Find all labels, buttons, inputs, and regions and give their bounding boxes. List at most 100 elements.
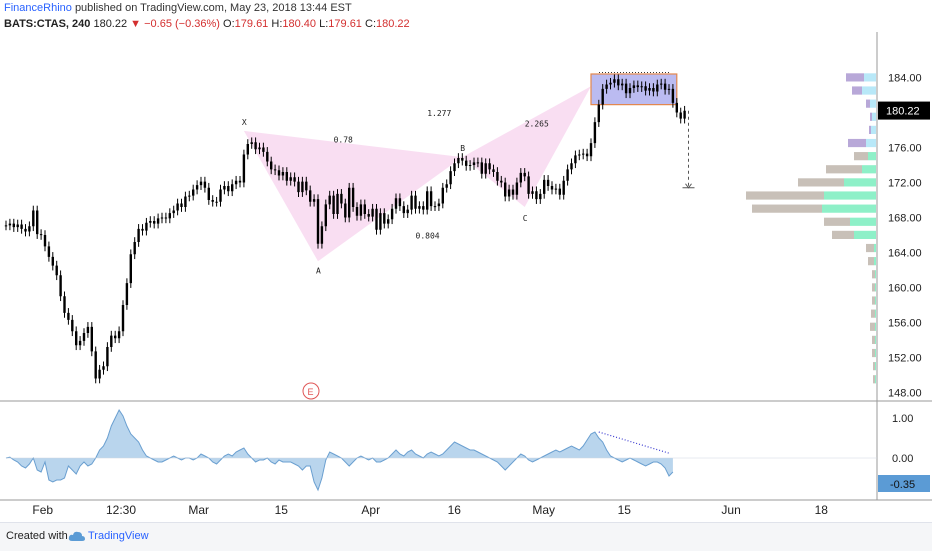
candle-body: [164, 217, 168, 219]
candle-body: [258, 147, 261, 150]
candle-body: [445, 184, 448, 188]
candle-body: [106, 347, 109, 367]
time-tick-label: 15: [618, 503, 632, 517]
candle-body: [78, 340, 82, 346]
volume-profile-down-bar: [798, 178, 844, 187]
candle-body: [558, 188, 561, 195]
close-label: C:: [365, 18, 376, 30]
candle-body: [28, 226, 31, 232]
oscillator-tick-label: 1.00: [892, 413, 913, 425]
candle-body: [227, 186, 230, 192]
candle-body: [546, 179, 550, 186]
high-value: 180.40: [282, 18, 317, 30]
harmonic-ratio-label: 2.265: [525, 120, 549, 129]
publisher-link[interactable]: FinanceRhino: [4, 2, 72, 14]
candle-body: [51, 256, 54, 266]
current-price-badge: [878, 101, 930, 120]
volume-profile-down-bar: [752, 204, 822, 213]
volume-profile-up-bar: [862, 86, 876, 95]
high-label: H:: [271, 18, 283, 30]
candle-body: [359, 204, 363, 216]
candle-body: [250, 142, 253, 144]
volume-profile-up-bar: [822, 204, 876, 213]
candle-body: [43, 235, 47, 247]
harmonic-triangle-bcd: [462, 86, 591, 207]
candle-body: [468, 165, 472, 166]
candle-body: [628, 88, 632, 94]
candle-body: [332, 195, 335, 214]
candle-body: [511, 189, 515, 195]
price-change: −0.65 (−0.36%): [144, 18, 220, 30]
candle-body: [203, 181, 207, 188]
candle-body: [539, 193, 542, 200]
volume-profile-up-bar: [844, 178, 876, 187]
candle-body: [340, 193, 343, 204]
time-tick-label: 12:30: [106, 503, 136, 517]
candle-body: [660, 83, 663, 85]
candle-body: [621, 83, 624, 86]
candle-body: [309, 190, 312, 202]
candle-body: [180, 203, 183, 207]
candle-body: [363, 204, 366, 214]
candle-body: [387, 219, 390, 224]
symbol-label[interactable]: BATS:CTAS, 240: [4, 18, 91, 30]
volume-profile-up-bar: [850, 217, 876, 226]
volume-profile-up-bar: [824, 191, 876, 200]
candle-body: [433, 206, 437, 208]
projection-arrowhead: [685, 183, 692, 189]
candle-body: [141, 228, 144, 231]
volume-profile-down-bar: [826, 165, 862, 174]
candle-body: [574, 155, 577, 164]
earnings-marker: [302, 382, 320, 400]
volume-profile-up-bar: [854, 230, 876, 239]
candle-body: [523, 172, 526, 177]
volume-profile-down-bar: [872, 270, 875, 279]
time-tick-label: 18: [815, 503, 829, 517]
candle-body: [172, 210, 175, 214]
candle-body: [207, 187, 210, 200]
candle-body: [301, 181, 304, 193]
volume-profile-up-bar: [875, 283, 876, 292]
candle-body: [305, 181, 308, 191]
volume-profile-down-bar: [852, 86, 862, 95]
candle-body: [110, 335, 113, 347]
created-with-text: Created with: [6, 530, 68, 542]
price-tick-label: 164.00: [888, 248, 922, 260]
earnings-marker-label: E: [308, 387, 314, 397]
volume-profile-up-bar: [875, 309, 876, 318]
candle-body: [675, 102, 678, 113]
candle-body: [211, 200, 214, 202]
candle-body: [188, 195, 191, 197]
volume-profile-down-bar: [873, 375, 875, 384]
candle-body: [484, 163, 487, 174]
candle-body: [617, 79, 620, 86]
volume-profile-down-bar: [870, 322, 875, 331]
candle-body: [496, 172, 499, 181]
candle-body: [589, 143, 593, 157]
candle-body: [371, 208, 374, 217]
candle-body: [578, 154, 581, 156]
volume-profile-down-bar: [866, 243, 874, 253]
candle-body: [624, 83, 628, 94]
candle-body: [47, 246, 51, 257]
candle-body: [379, 213, 382, 230]
main-pane: [4, 32, 877, 400]
candle-body: [36, 210, 39, 235]
candle-body: [102, 366, 105, 370]
tradingview-cloud-icon: [68, 531, 85, 541]
candle-body: [242, 154, 246, 183]
last-price: 180.22: [93, 18, 128, 30]
candle-body: [24, 228, 27, 232]
low-label: L:: [319, 18, 329, 30]
candle-body: [289, 177, 292, 181]
candle-body: [535, 191, 538, 200]
candle-body: [254, 142, 257, 150]
volume-profile-up-bar: [875, 375, 876, 384]
candle-body: [71, 319, 74, 332]
oscillator-line: [5, 408, 674, 492]
candle-body: [215, 201, 218, 203]
candle-body: [543, 179, 546, 194]
tradingview-link[interactable]: TradingView: [88, 530, 149, 542]
volume-profile-down-bar: [854, 152, 868, 161]
candle-body: [636, 85, 639, 88]
